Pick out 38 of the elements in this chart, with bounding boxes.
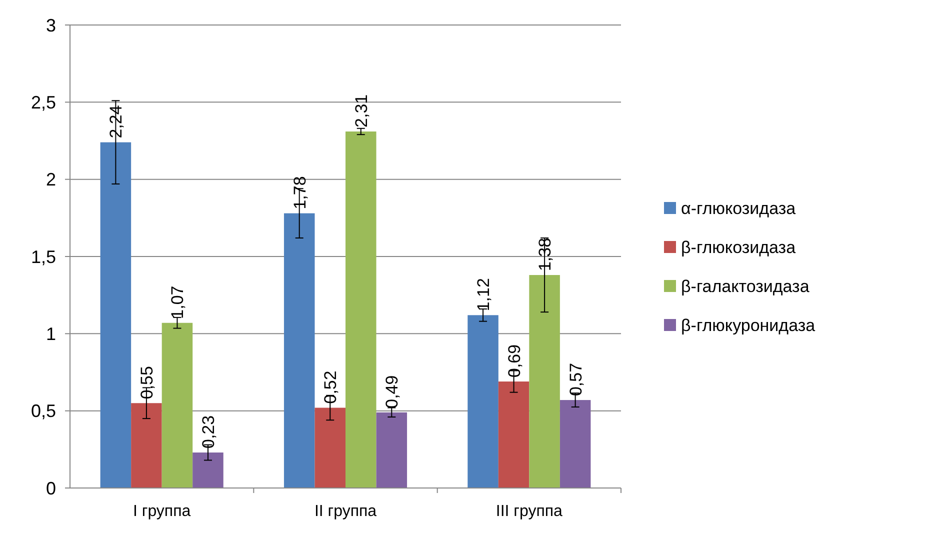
y-tick-label: 2,5: [30, 92, 56, 112]
bar: [560, 400, 591, 488]
bar: [100, 142, 132, 488]
legend-label: β-галактозидаза: [681, 276, 810, 296]
legend-label: α-глюкозидаза: [681, 198, 796, 218]
data-label: 0,69: [504, 344, 524, 378]
bar: [346, 131, 376, 488]
bar: [284, 213, 315, 488]
data-label: 1,07: [168, 286, 188, 319]
data-label: 2,31: [352, 94, 371, 128]
y-tick-label: 0,5: [30, 401, 56, 422]
bar: [498, 382, 530, 488]
x-tick-label: II группа: [314, 503, 377, 520]
data-label: 1,38: [536, 238, 555, 272]
data-label: 2,24: [106, 105, 126, 138]
y-tick-label: 1: [46, 324, 56, 344]
legend-label: β-глюкуронидаза: [681, 316, 816, 335]
y-tick-label: 2: [46, 170, 56, 190]
legend-label: β-глюкозидаза: [681, 238, 796, 257]
x-tick-label: I группа: [132, 503, 191, 520]
y-tick-label: 0: [46, 478, 56, 498]
bar: [192, 452, 224, 488]
data-label: 0,52: [321, 370, 340, 404]
x-tick-label: III группа: [496, 503, 563, 520]
y-tick-label: 1,5: [30, 246, 56, 267]
bar: [468, 315, 498, 488]
bar: [314, 408, 346, 488]
y-tick-label: 3: [46, 15, 56, 36]
data-label: 0,55: [137, 366, 156, 400]
data-label: 0,57: [566, 362, 586, 396]
data-label: 1,12: [474, 278, 494, 312]
data-label: 0,49: [382, 375, 402, 408]
data-label: 1,78: [290, 176, 310, 210]
data-label: 0,23: [198, 415, 218, 449]
bar: [162, 322, 193, 488]
bar: [529, 275, 560, 488]
bar: [376, 412, 408, 488]
bar: [131, 403, 162, 488]
